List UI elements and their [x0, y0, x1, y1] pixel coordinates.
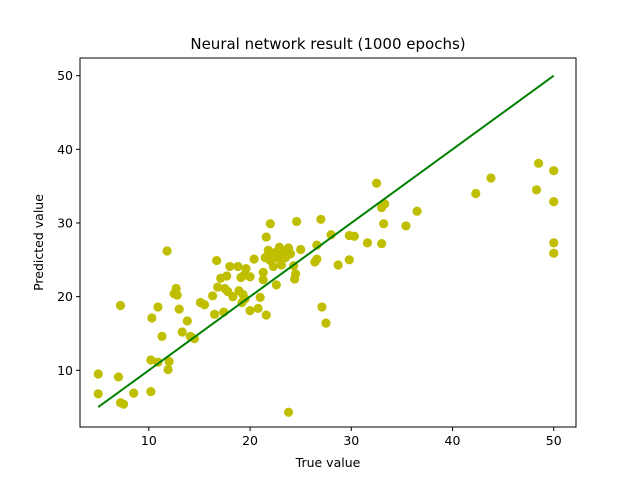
- data-point: [549, 238, 559, 248]
- data-point: [113, 372, 124, 382]
- data-point: [146, 387, 156, 397]
- data-point: [93, 389, 103, 399]
- x-axis-ticks: 10 20 30 40 50: [141, 427, 562, 448]
- data-point: [271, 280, 281, 290]
- x-tick-label: 20: [242, 433, 258, 448]
- y-tick-label: 50: [57, 68, 73, 83]
- data-point: [296, 244, 306, 255]
- data-point: [249, 254, 259, 264]
- data-point: [174, 304, 184, 314]
- data-point: [276, 260, 287, 270]
- data-point: [362, 238, 373, 248]
- data-point: [210, 309, 220, 319]
- y-axis-label: Predicted value: [31, 194, 46, 291]
- data-point: [312, 254, 322, 264]
- data-point: [245, 306, 255, 316]
- y-axis-ticks: 10 20 30 40 50: [57, 68, 80, 378]
- data-point: [344, 255, 354, 265]
- data-point: [213, 282, 223, 292]
- data-point: [225, 261, 235, 272]
- data-point: [146, 355, 156, 365]
- data-point: [261, 310, 271, 320]
- data-point: [153, 302, 163, 312]
- data-point: [268, 261, 278, 272]
- data-point: [371, 178, 382, 188]
- data-point: [261, 232, 271, 242]
- data-point: [182, 316, 192, 326]
- data-point: [222, 271, 232, 281]
- chart-title: Neural network result (1000 epochs): [190, 35, 465, 53]
- x-axis-label: True value: [295, 455, 361, 470]
- data-point: [549, 197, 559, 207]
- y-tick-label: 10: [57, 363, 73, 378]
- data-point: [531, 185, 542, 195]
- data-point: [233, 261, 243, 272]
- data-point: [212, 255, 222, 266]
- data-point: [379, 219, 389, 229]
- x-tick-label: 10: [141, 433, 157, 448]
- data-point: [228, 292, 238, 302]
- data-point: [199, 300, 210, 310]
- data-point: [291, 269, 301, 279]
- data-point: [401, 221, 411, 231]
- data-point: [549, 248, 559, 258]
- data-point: [471, 188, 481, 199]
- data-point: [292, 216, 302, 227]
- data-point: [533, 158, 544, 168]
- data-point: [321, 318, 331, 328]
- data-point: [283, 407, 294, 417]
- data-point: [164, 356, 174, 367]
- data-point: [147, 313, 157, 323]
- y-tick-label: 20: [57, 289, 73, 304]
- data-point: [377, 239, 387, 249]
- y-tick-label: 40: [57, 142, 73, 157]
- data-point: [317, 302, 327, 312]
- data-point: [258, 267, 268, 277]
- plot-area: [93, 74, 559, 417]
- data-point: [157, 331, 167, 342]
- data-point: [172, 290, 182, 300]
- data-point: [285, 249, 296, 259]
- data-point: [177, 327, 187, 337]
- data-point: [255, 292, 265, 302]
- data-point: [115, 300, 126, 311]
- data-point: [253, 303, 263, 314]
- x-tick-label: 50: [546, 433, 562, 448]
- fit-line: [97, 74, 555, 408]
- data-point: [265, 219, 275, 229]
- data-point: [549, 166, 559, 176]
- data-point: [333, 260, 343, 270]
- data-point: [162, 246, 172, 256]
- x-tick-label: 30: [343, 433, 359, 448]
- data-point: [486, 173, 496, 183]
- y-tick-label: 30: [57, 215, 73, 230]
- data-point: [129, 388, 139, 398]
- data-point: [93, 369, 103, 379]
- data-point: [245, 272, 255, 282]
- data-point: [118, 399, 129, 409]
- data-point: [241, 264, 251, 274]
- data-point: [258, 275, 268, 285]
- x-tick-label: 40: [445, 433, 461, 448]
- data-point: [412, 206, 422, 216]
- data-point: [316, 214, 326, 224]
- data-point: [163, 364, 173, 375]
- axes-frame: [79, 57, 577, 428]
- data-point: [349, 231, 359, 241]
- data-point: [208, 291, 218, 301]
